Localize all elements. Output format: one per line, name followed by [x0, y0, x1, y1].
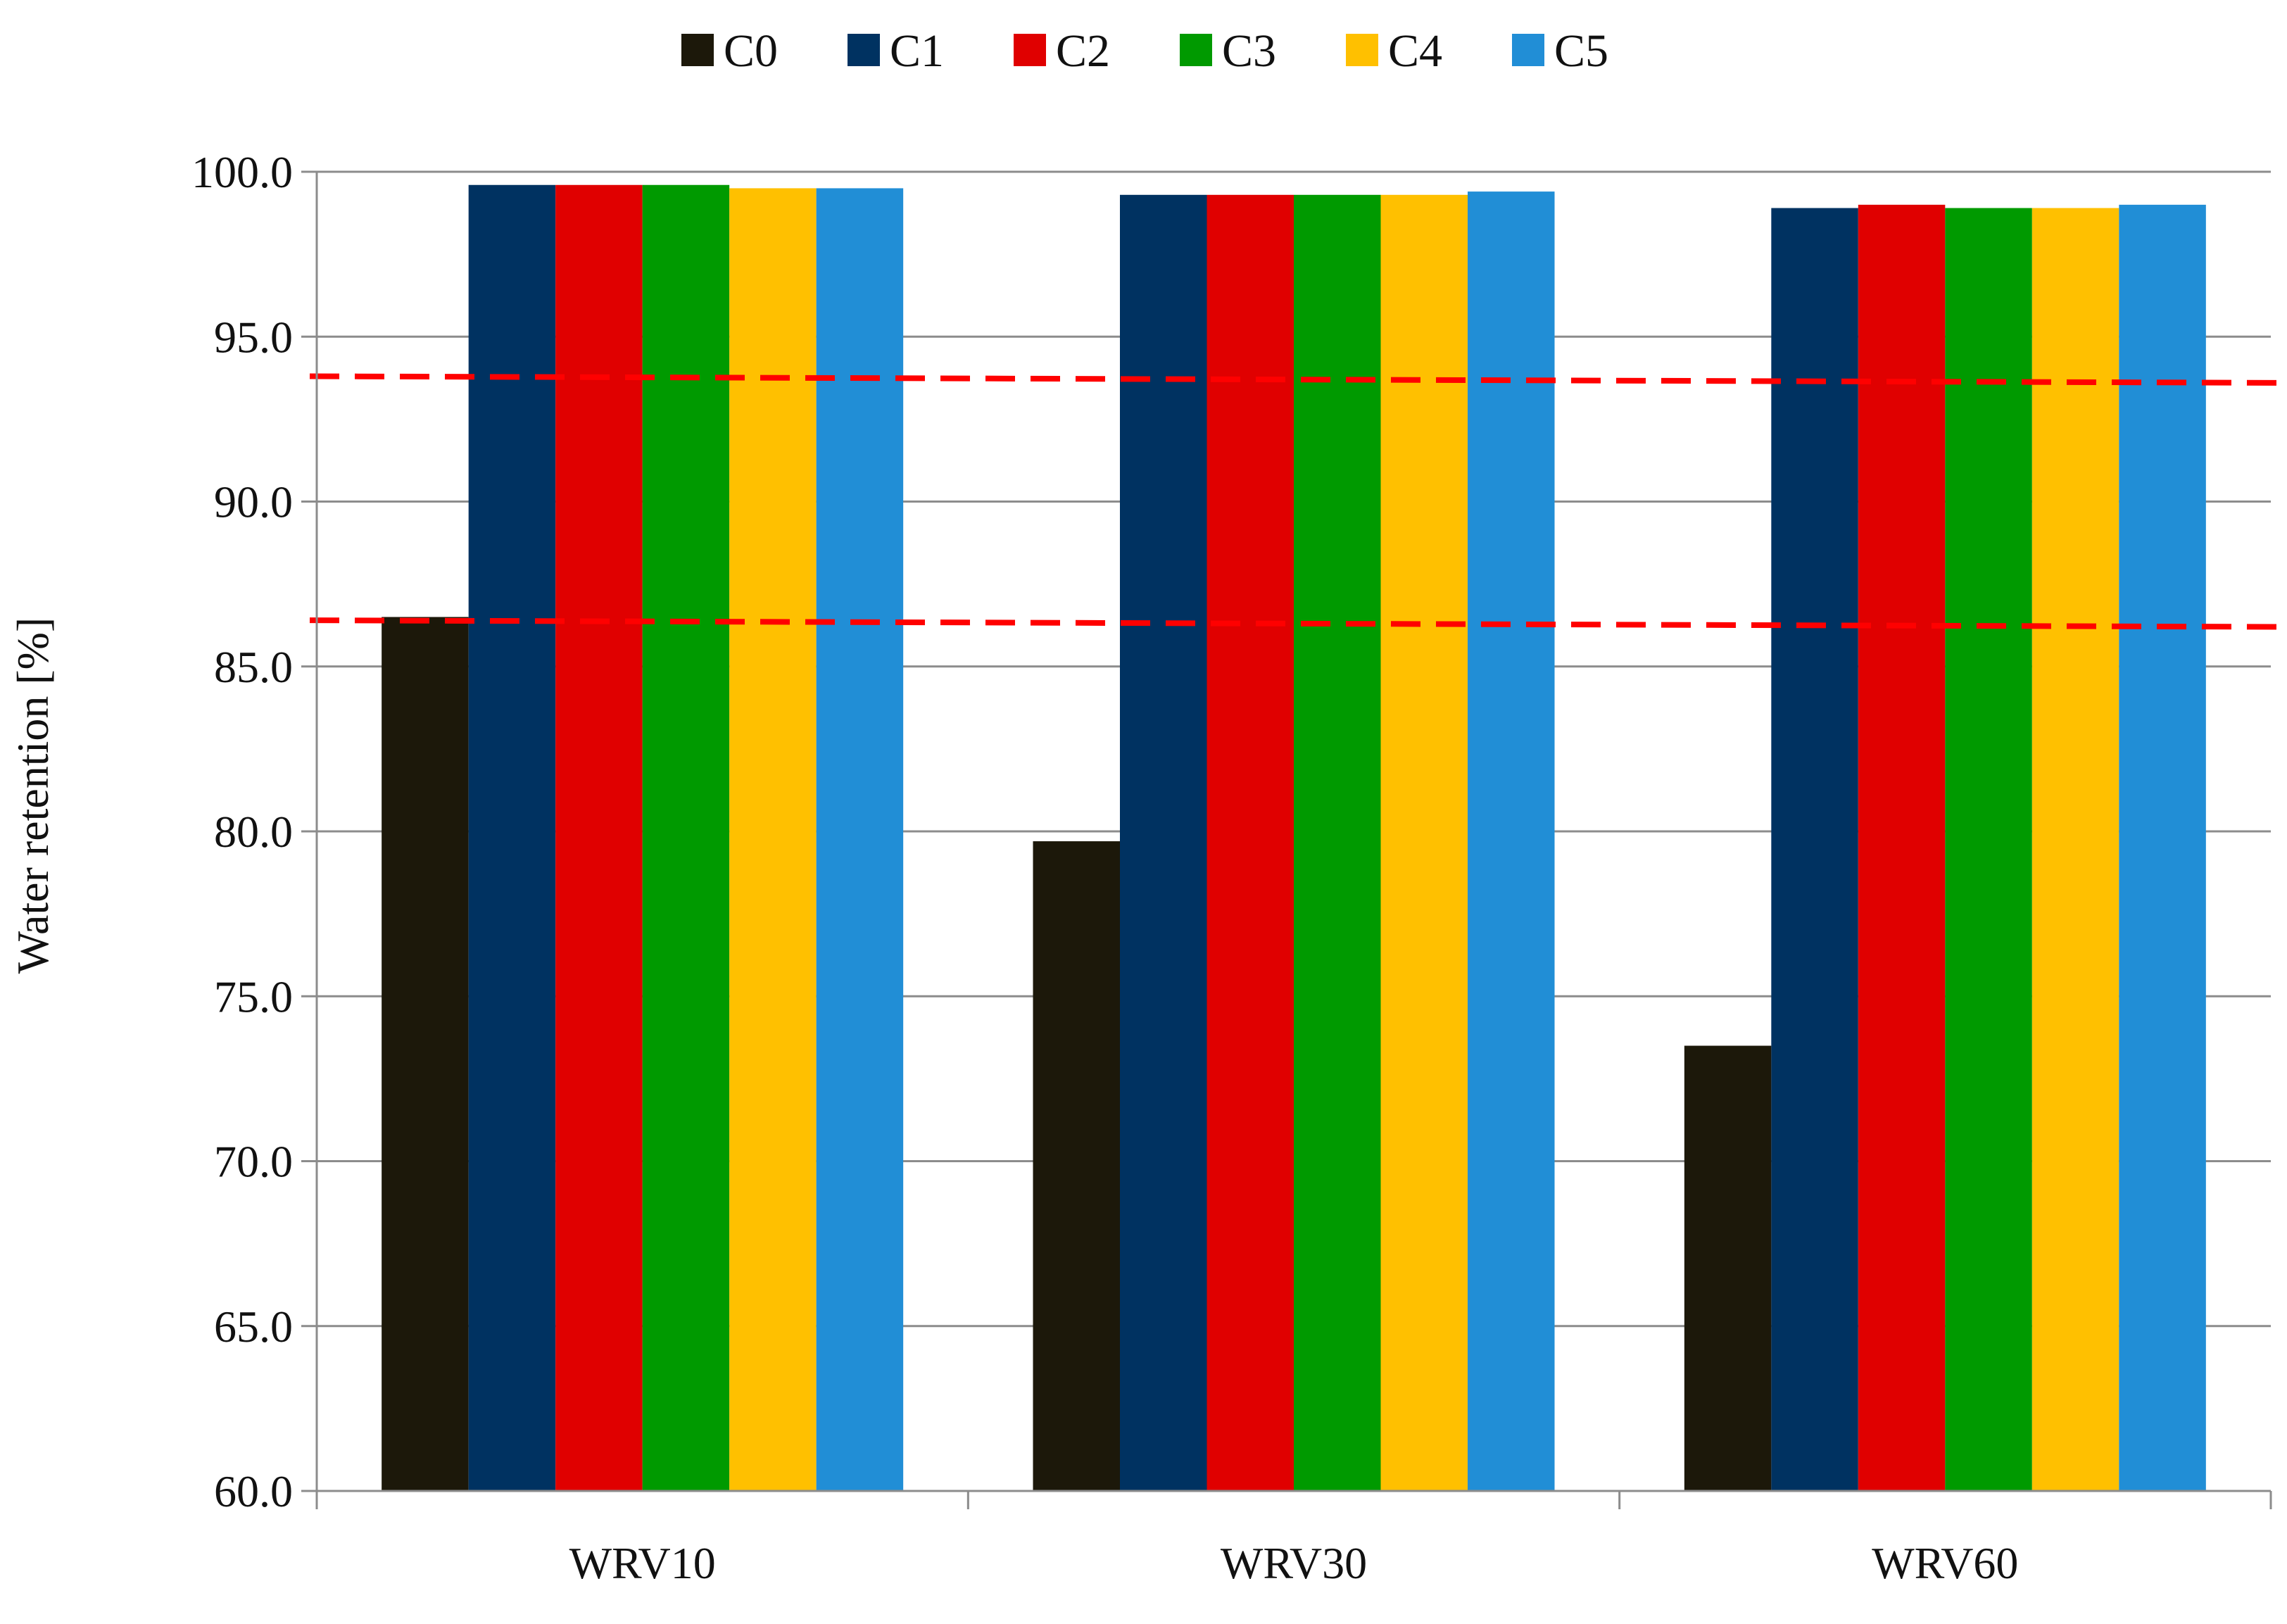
legend-label-c3: C3 [1222, 25, 1276, 77]
legend-label-c2: C2 [1056, 25, 1110, 77]
bar-c5-wrv60 [2119, 204, 2206, 1492]
legend-swatch-c5 [1512, 34, 1544, 66]
legend-swatch-c2 [1014, 34, 1046, 66]
axes: 60.0 65.0 70.0 75.0 80.0 85.0 90.0 95.0 100.0 WRV… [191, 147, 2272, 1588]
legend-label-c5: C5 [1554, 25, 1608, 77]
bar-c1-wrv30 [1120, 194, 1207, 1491]
bar-c2-wrv10 [555, 184, 643, 1491]
x-tick-label: WRV30 [1221, 1538, 1367, 1588]
legend-swatch-c4 [1346, 34, 1378, 66]
y-tick-label: 65.0 [214, 1302, 293, 1352]
bar-c3-wrv60 [1945, 208, 2032, 1491]
bar-c0-wrv10 [382, 617, 469, 1491]
reference-lines [309, 373, 2279, 630]
bar-c5-wrv10 [816, 188, 904, 1491]
legend-label-c0: C0 [724, 25, 778, 77]
bar-c4-wrv60 [2031, 208, 2119, 1491]
bar-c2-wrv30 [1206, 194, 1294, 1491]
bar-c4-wrv10 [729, 188, 817, 1491]
legend-swatch-c3 [1180, 34, 1212, 66]
y-axis-label: Water retention [%] [8, 617, 58, 974]
x-tick-label: WRV10 [569, 1538, 716, 1588]
bars [382, 184, 2206, 1492]
y-tick-label: 100.0 [191, 147, 293, 197]
legend-label-c4: C4 [1388, 25, 1442, 77]
bar-c4-wrv30 [1380, 194, 1468, 1491]
y-tick-label: 90.0 [214, 477, 293, 527]
legend: C0 C1 C2 C3 C4 C5 [681, 25, 1608, 77]
x-tick-label: WRV60 [1872, 1538, 2018, 1588]
bar-c2-wrv60 [1858, 204, 1946, 1492]
bar-c0-wrv60 [1684, 1045, 1772, 1491]
bar-c1-wrv10 [468, 184, 556, 1491]
y-tick-label: 75.0 [214, 971, 293, 1021]
legend-label-c1: C1 [890, 25, 944, 77]
bar-c3-wrv30 [1294, 194, 1381, 1491]
reference-dashed-line [309, 617, 2279, 630]
y-tick-label: 95.0 [214, 312, 293, 362]
bar-c1-wrv60 [1771, 208, 1858, 1491]
bar-c0-wrv30 [1033, 841, 1120, 1491]
bar-c5-wrv30 [1468, 191, 1555, 1491]
legend-swatch-c1 [848, 34, 880, 66]
y-tick-label: 60.0 [214, 1466, 293, 1516]
y-tick-label: 70.0 [214, 1137, 293, 1187]
y-tick-label: 80.0 [214, 807, 293, 857]
reference-dashed-line [309, 373, 2279, 386]
y-tick-label: 85.0 [214, 642, 293, 692]
legend-swatch-c0 [681, 34, 714, 66]
bar-c3-wrv10 [642, 184, 730, 1491]
